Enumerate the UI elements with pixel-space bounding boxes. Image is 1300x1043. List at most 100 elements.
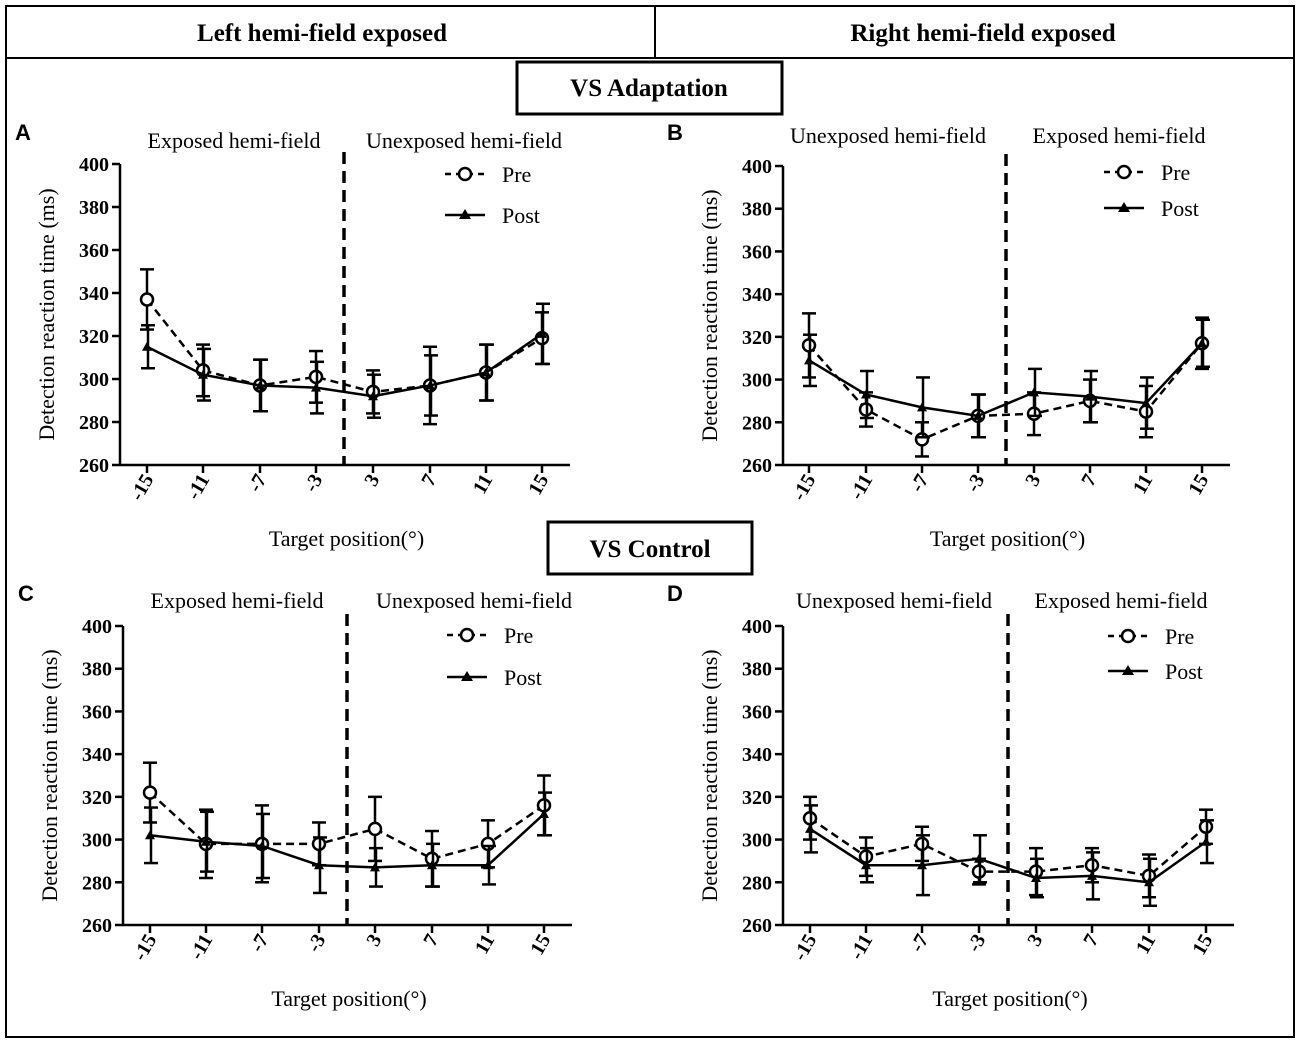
right-header-box <box>654 5 1295 59</box>
y-tick-label: 260 <box>82 915 112 937</box>
post-point-marker <box>861 860 871 870</box>
legend-post-marker <box>459 209 471 219</box>
adaptation-section-title: VS Adaptation <box>570 75 728 102</box>
adaptation-section-box <box>515 60 784 116</box>
x-tick-label: -7 <box>246 931 273 956</box>
x-tick-label: 3 <box>362 931 386 951</box>
post-point-marker <box>1141 398 1151 408</box>
x-tick-label: 3 <box>360 471 384 491</box>
x-tick-label: 11 <box>1132 931 1161 958</box>
x-tick-label: 7 <box>1077 471 1101 491</box>
legend-pre-marker <box>459 627 475 643</box>
legend-post-marker <box>1118 202 1130 212</box>
y-axis-title: Detection reaction time (ms) <box>37 649 62 901</box>
post-point-marker <box>255 380 265 390</box>
y-tick-label: 360 <box>82 701 112 723</box>
post-point-marker <box>917 860 927 870</box>
x-axis-title: Target position(°) <box>271 986 426 1011</box>
post-point-marker <box>425 380 435 390</box>
y-tick-label: 360 <box>742 701 772 723</box>
post-point-marker <box>257 840 267 850</box>
right-header-title: Right hemi-field exposed <box>850 20 1115 47</box>
post-point-marker <box>539 808 549 818</box>
control-section-box <box>546 520 754 576</box>
y-tick-label: 340 <box>742 284 772 306</box>
legend-post-label: Post <box>1161 196 1199 221</box>
post-series-line <box>149 813 545 869</box>
post-point-marker <box>805 823 815 833</box>
x-axis-title: Target position(°) <box>930 526 1085 551</box>
x-tick-label: 11 <box>469 471 498 498</box>
post-point-marker <box>481 367 491 377</box>
y-tick-label: 320 <box>742 327 772 349</box>
y-tick-label: 260 <box>79 455 109 477</box>
panel-b: B Unexposed hemi-field Exposed hemi-field 2… <box>667 120 1230 551</box>
x-axis-title: Target position(°) <box>269 526 424 551</box>
x-tick-label: 7 <box>419 931 443 951</box>
post-point-marker <box>427 860 437 870</box>
x-tick-label: -7 <box>244 471 271 496</box>
x-tick-label: 15 <box>1188 931 1217 959</box>
post-point-marker <box>1031 873 1041 883</box>
post-point-marker <box>1201 836 1211 846</box>
post-series-line <box>809 827 1207 884</box>
panel-letter-c: C <box>18 581 34 606</box>
panel-d: D Unexposed hemi-field Exposed hemi-field 2… <box>667 581 1234 1011</box>
region-label-left: Unexposed hemi-field <box>790 123 986 148</box>
post-point-marker <box>804 355 814 365</box>
x-tick-label: 15 <box>1184 471 1213 499</box>
y-tick-label: 320 <box>742 787 772 809</box>
y-tick-label: 300 <box>79 369 109 391</box>
x-tick-label: -11 <box>845 931 877 964</box>
x-tick-label: 11 <box>471 931 500 958</box>
pre-point-marker <box>367 821 383 837</box>
y-tick-label: 400 <box>742 616 772 638</box>
post-point-marker <box>311 382 321 392</box>
y-tick-label: 360 <box>742 241 772 263</box>
region-label-left: Exposed hemi-field <box>151 588 324 613</box>
post-point-marker <box>1085 391 1095 401</box>
post-point-marker <box>1029 387 1039 397</box>
x-tick-label: -7 <box>906 931 933 956</box>
x-tick-label: 15 <box>526 931 555 959</box>
panel-a: A Exposed hemi-field Unexposed hemi-field 2… <box>15 120 570 551</box>
post-point-marker <box>861 389 871 399</box>
legend-pre-label: Pre <box>1165 624 1194 649</box>
y-tick-label: 260 <box>742 915 772 937</box>
post-series-line <box>146 332 543 398</box>
region-label-left: Unexposed hemi-field <box>796 588 992 613</box>
post-series-line <box>808 342 1203 418</box>
pre-point-marker <box>142 785 158 800</box>
pre-series-line <box>149 791 545 861</box>
panel-letter-d: D <box>667 581 683 606</box>
y-tick-label: 280 <box>79 412 109 434</box>
post-point-marker <box>917 402 927 412</box>
y-tick-label: 340 <box>82 744 112 766</box>
y-tick-label: 280 <box>742 412 772 434</box>
y-tick-label: 340 <box>79 283 109 305</box>
y-tick-label: 300 <box>82 830 112 852</box>
x-tick-label: 11 <box>1129 471 1158 498</box>
x-tick-label: -3 <box>300 471 327 496</box>
x-tick-label: -15 <box>788 471 820 505</box>
y-axis-title: Detection reaction time (ms) <box>34 188 59 440</box>
post-point-marker <box>974 853 984 863</box>
x-tick-label: 3 <box>1023 931 1047 951</box>
post-point-marker <box>142 341 152 351</box>
y-tick-label: 380 <box>742 659 772 681</box>
panel-letter-b: B <box>667 120 683 145</box>
y-tick-label: 320 <box>79 326 109 348</box>
y-tick-label: 300 <box>742 370 772 392</box>
region-label-right: Unexposed hemi-field <box>366 128 562 153</box>
post-point-marker <box>973 410 983 420</box>
pre-series-line <box>808 342 1203 441</box>
x-tick-label: -3 <box>303 931 330 956</box>
x-tick-label: -11 <box>182 471 214 504</box>
post-point-marker <box>314 860 324 870</box>
x-tick-label: 15 <box>524 471 553 499</box>
panel-letter-a: A <box>15 120 31 145</box>
y-tick-label: 380 <box>82 659 112 681</box>
legend-post-label: Post <box>1165 659 1203 684</box>
x-tick-label: 7 <box>1079 931 1103 951</box>
